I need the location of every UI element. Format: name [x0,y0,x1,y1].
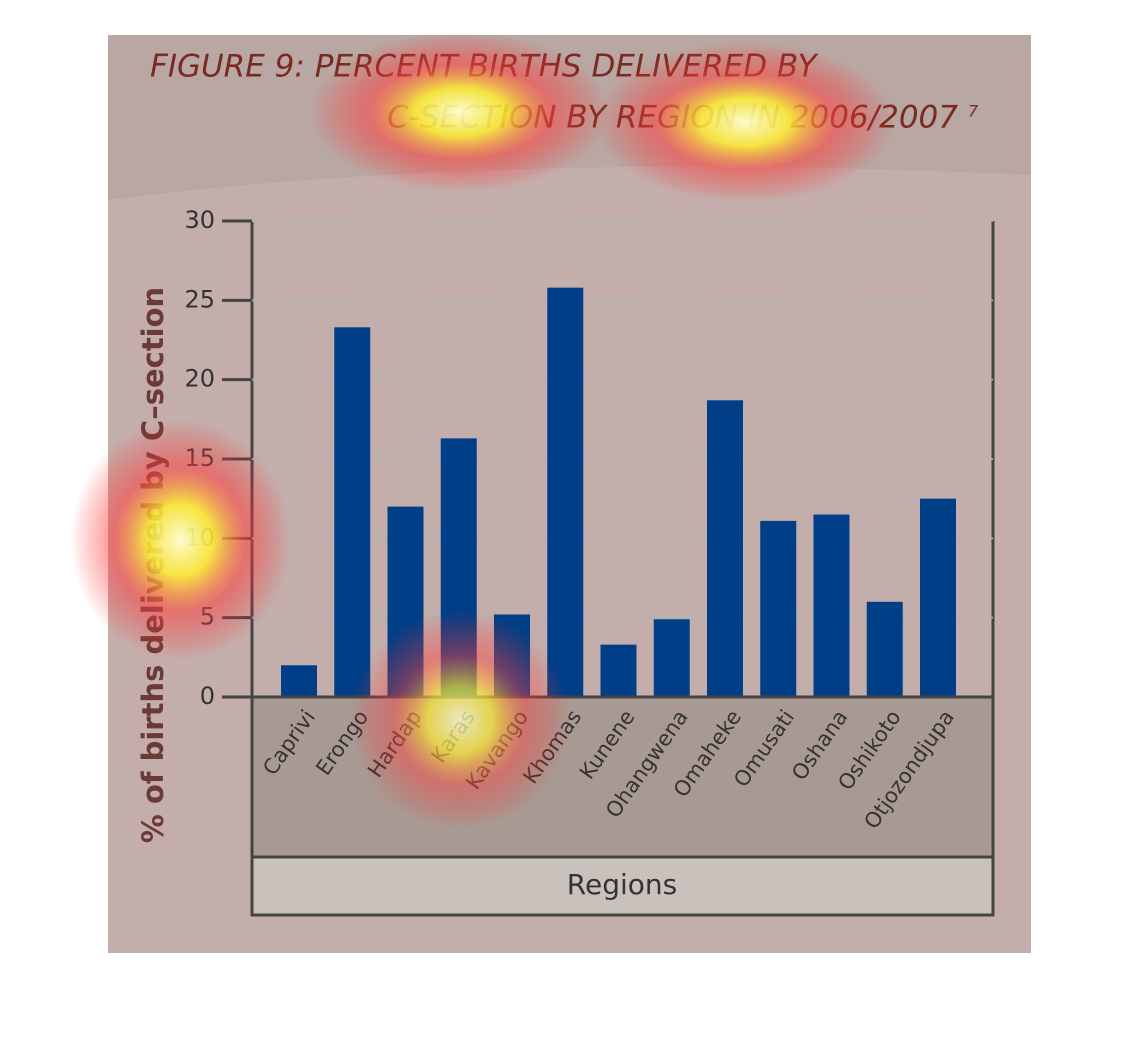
bar [494,614,530,697]
bar [813,514,850,697]
y-tick-label: 10 [184,523,215,551]
bar [653,619,690,697]
title-line: FIGURE 9: PERCENT BIRTHS DELIVERED BY [150,49,819,85]
title-line: C-SECTION BY REGION IN 2006/2007 [387,100,958,136]
y-tick-label: 0 [200,682,215,710]
x-axis-label: Regions [567,868,677,901]
y-axis-label: % of births delivered by C–section [136,287,170,843]
y-tick-label: 15 [184,444,215,472]
bar [866,601,903,697]
y-tick-label: 5 [200,603,215,631]
y-tick-label: 25 [184,285,215,313]
bar [707,400,743,697]
bar [600,644,637,697]
bar [440,438,477,697]
y-tick-label: 20 [184,365,215,393]
title-note: 7 [968,102,979,121]
bar [387,506,424,697]
bar [760,520,797,697]
x-label-box [250,855,995,917]
bar [547,287,584,697]
y-tick-label: 30 [184,206,215,234]
bar [334,327,371,697]
bar [281,665,317,697]
bar [920,498,956,697]
